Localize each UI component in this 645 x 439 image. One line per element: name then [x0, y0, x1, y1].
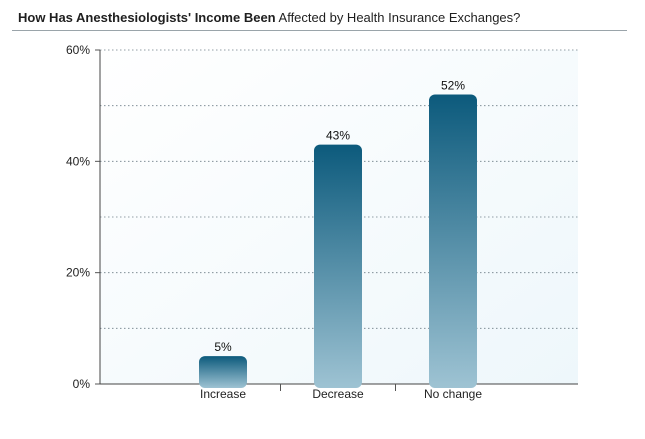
data-label: 43%: [326, 129, 350, 143]
x-tick-label: No change: [424, 387, 482, 401]
chart-title: How Has Anesthesiologists' Income Been A…: [18, 10, 520, 25]
chart-title-rest: Affected by Health Insurance Exchanges?: [275, 10, 521, 25]
y-tick-label: 20%: [66, 266, 90, 280]
title-rule: [12, 30, 627, 31]
y-tick-label: 0%: [73, 377, 91, 391]
bar: [314, 144, 362, 388]
data-label: 52%: [441, 79, 465, 93]
y-tick-label: 40%: [66, 154, 90, 168]
x-tick-label: Decrease: [312, 387, 364, 401]
data-label: 5%: [214, 340, 232, 354]
chart-title-bold: How Has Anesthesiologists' Income Been: [18, 10, 276, 25]
bar: [429, 94, 477, 389]
x-tick-label: Increase: [200, 387, 246, 401]
bar: [199, 356, 247, 388]
chart-title-row: How Has Anesthesiologists' Income Been A…: [12, 8, 632, 31]
y-tick-label: 60%: [66, 43, 90, 57]
